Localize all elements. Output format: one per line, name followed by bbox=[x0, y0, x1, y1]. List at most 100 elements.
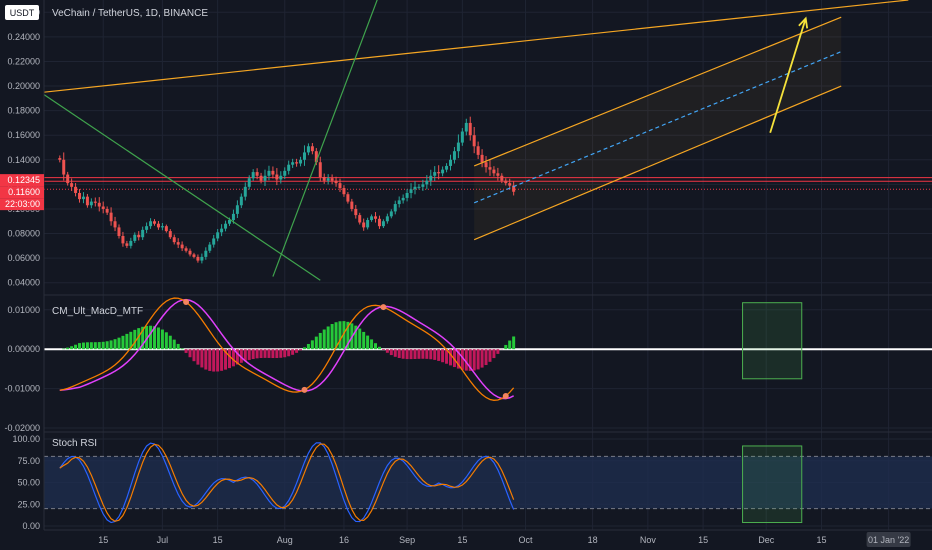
candle-body bbox=[314, 151, 318, 163]
macd-pane bbox=[44, 297, 932, 401]
time-tick-label: 15 bbox=[98, 535, 108, 545]
candle-body bbox=[397, 200, 401, 205]
macd-histogram-bar bbox=[176, 343, 180, 350]
time-tick-label: Aug bbox=[277, 535, 293, 545]
macd-histogram-bar bbox=[125, 333, 129, 350]
macd-histogram-bar bbox=[425, 349, 429, 359]
candle-body bbox=[243, 186, 247, 197]
candle-body bbox=[200, 256, 204, 261]
macd-histogram-bar bbox=[200, 349, 204, 368]
price-badge bbox=[0, 186, 44, 199]
candle-body bbox=[318, 162, 322, 177]
macd-histogram-bar bbox=[496, 349, 500, 354]
arrow-shaft[interactable] bbox=[769, 18, 807, 134]
candle-body bbox=[125, 243, 129, 246]
trend-line[interactable] bbox=[473, 85, 842, 241]
macd-histogram-bar bbox=[78, 343, 82, 350]
candle-body bbox=[62, 159, 66, 175]
trend-line[interactable] bbox=[473, 16, 842, 167]
candle-body bbox=[480, 154, 484, 163]
macd-histogram-bar bbox=[326, 326, 330, 350]
macd-histogram-bar bbox=[437, 349, 441, 361]
current-date-badge bbox=[866, 532, 911, 547]
candle-body bbox=[330, 178, 334, 181]
candle-body bbox=[512, 185, 516, 192]
candle-body bbox=[224, 223, 228, 229]
candle-body bbox=[508, 183, 512, 186]
macd-histogram-bar bbox=[291, 349, 295, 355]
price-badge-label: 0.11600 bbox=[8, 187, 40, 197]
price-tick-label: 0.06000 bbox=[7, 253, 40, 263]
macd-histogram-bar bbox=[429, 349, 433, 360]
candle-body bbox=[433, 172, 437, 176]
macd-histogram-bar bbox=[370, 339, 374, 350]
candle-body bbox=[389, 211, 393, 217]
stoch-rsi-title: Stoch RSI bbox=[52, 438, 97, 449]
macd-histogram-bar bbox=[156, 327, 160, 350]
candle-body bbox=[437, 172, 441, 174]
candle-body bbox=[484, 162, 488, 168]
macd-histogram-bar bbox=[263, 349, 267, 358]
trend-line[interactable] bbox=[272, 0, 380, 277]
macd-histogram-bar bbox=[405, 349, 409, 360]
macd-histogram-bar bbox=[318, 332, 322, 350]
candle-body bbox=[358, 215, 362, 223]
macd-histogram-bar bbox=[259, 349, 263, 359]
macd-histogram-bar bbox=[74, 344, 78, 350]
macd-histogram-bar bbox=[306, 343, 310, 350]
candle-body bbox=[81, 196, 85, 200]
candle-body bbox=[492, 169, 496, 174]
candle-body bbox=[370, 216, 374, 221]
macd-histogram-bar bbox=[468, 349, 472, 371]
macd-histogram-bar bbox=[401, 349, 405, 359]
macd-histogram-bar bbox=[413, 349, 417, 359]
trend-lines[interactable] bbox=[43, 0, 909, 281]
macd-histogram-bar bbox=[417, 349, 421, 359]
arrow-head[interactable] bbox=[798, 16, 809, 29]
candle-body bbox=[74, 186, 78, 193]
candle-body bbox=[362, 222, 366, 228]
macd-histogram-bar bbox=[512, 336, 516, 350]
macd-histogram-bar bbox=[204, 349, 208, 370]
trend-line[interactable] bbox=[43, 94, 321, 281]
macd-tick-label: 0.01000 bbox=[7, 305, 40, 315]
macd-cross-dot bbox=[502, 392, 509, 399]
macd-histogram-bar bbox=[283, 349, 287, 358]
currency-label: USDT bbox=[10, 8, 35, 18]
candle-body bbox=[149, 221, 153, 227]
time-tick-label: Nov bbox=[640, 535, 657, 545]
macd-histogram-bar bbox=[168, 335, 172, 350]
macd-histogram-bar bbox=[330, 324, 334, 350]
candle-body bbox=[291, 162, 295, 165]
time-tick-label: 01 Jan '22 bbox=[868, 535, 909, 545]
price-badge-label: 22:03:00 bbox=[5, 199, 40, 209]
macd-histogram-bar bbox=[456, 349, 460, 369]
candle-body bbox=[216, 232, 220, 239]
macd-signal-line bbox=[59, 298, 514, 400]
stoch-highlight-box[interactable] bbox=[742, 445, 803, 524]
macd-histogram-bar bbox=[275, 349, 279, 359]
candle-body bbox=[306, 146, 310, 153]
projection-arrow[interactable] bbox=[769, 16, 809, 134]
candle-body bbox=[279, 175, 283, 180]
macd-histogram-bar bbox=[66, 347, 70, 350]
trend-line[interactable] bbox=[43, 0, 909, 93]
macd-histogram-bar bbox=[279, 349, 283, 358]
candle-body bbox=[259, 175, 263, 181]
trend-line[interactable] bbox=[473, 51, 842, 204]
currency-badge[interactable] bbox=[5, 5, 39, 20]
macd-highlight-box[interactable] bbox=[742, 302, 803, 380]
macd-histogram-bar bbox=[153, 326, 157, 350]
macd-histogram-bar bbox=[216, 349, 220, 372]
candle-body bbox=[468, 122, 472, 136]
time-tick-label: Oct bbox=[518, 535, 533, 545]
candle-body bbox=[452, 151, 456, 160]
macd-histogram-bar bbox=[409, 349, 413, 360]
macd-histogram-bar bbox=[476, 349, 480, 370]
macd-histogram-bar bbox=[295, 349, 299, 353]
macd-histogram-bar bbox=[196, 349, 200, 365]
time-axis[interactable]: 15 Jul 15 Aug 16 Sep 15 Oct 18 Nov 15 Dec 15 01 Jan '… bbox=[98, 532, 911, 547]
macd-histogram-bar bbox=[85, 342, 89, 350]
candle-body bbox=[401, 197, 405, 201]
horizontal-levels bbox=[44, 177, 932, 190]
